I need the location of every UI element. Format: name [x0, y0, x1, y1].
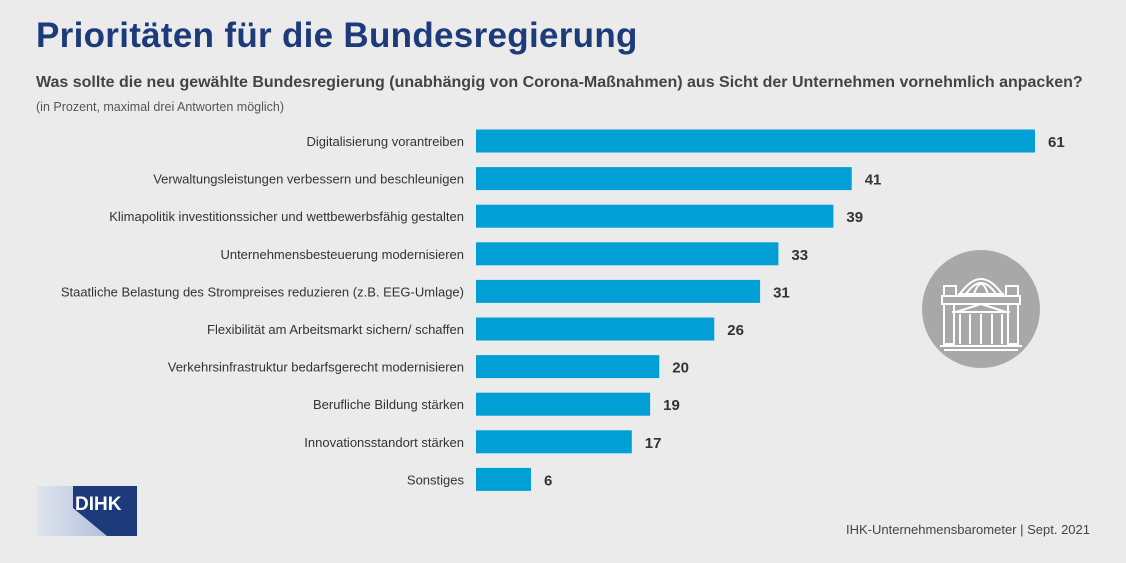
- category-label: Digitalisierung vorantreiben: [306, 134, 464, 149]
- bar-value-label: 41: [865, 172, 882, 189]
- bar: [476, 317, 715, 341]
- bar: [476, 467, 531, 491]
- chart-subtitle: Was sollte die neu gewählte Bundesregier…: [36, 74, 1083, 91]
- bar-value-label: 39: [846, 209, 863, 226]
- category-label: Berufliche Bildung stärken: [313, 397, 464, 412]
- bar-value-label: 26: [727, 322, 744, 339]
- bar-value-label: 6: [544, 472, 552, 489]
- category-label: Verwaltungsleistungen verbessern und bes…: [153, 172, 464, 187]
- bar: [476, 355, 660, 379]
- category-label: Klimapolitik investitionssicher und wett…: [109, 209, 464, 224]
- bar-value-label: 61: [1048, 134, 1065, 151]
- svg-text:DIHK: DIHK: [75, 494, 122, 515]
- bar: [476, 279, 761, 303]
- bar: [476, 242, 779, 266]
- bar: [476, 430, 632, 454]
- dihk-logo: DIHK: [37, 486, 137, 536]
- bar-value-label: 17: [645, 435, 662, 452]
- category-label: Verkehrsinfrastruktur bedarfsgerecht mod…: [168, 360, 464, 375]
- bar: [476, 204, 834, 228]
- chart-note: (in Prozent, maximal drei Antworten mögl…: [36, 100, 285, 114]
- bar: [476, 167, 852, 191]
- page-title: Prioritäten für die Bundesregierung: [36, 16, 638, 55]
- bar-value-label: 31: [773, 284, 790, 301]
- category-label: Staatliche Belastung des Strompreises re…: [61, 284, 464, 299]
- category-label: Flexibilität am Arbeitsmarkt sichern/ sc…: [207, 322, 464, 337]
- bar-value-label: 33: [791, 247, 808, 264]
- reichstag-building-icon: [922, 250, 1040, 368]
- bar: [476, 392, 651, 416]
- category-label: Unternehmensbesteuerung modernisieren: [220, 247, 464, 262]
- bar-value-label: 20: [672, 360, 689, 377]
- bar-value-label: 19: [663, 397, 680, 414]
- bar: [476, 129, 1035, 153]
- source-note: IHK-Unternehmensbarometer | Sept. 2021: [845, 522, 1090, 537]
- category-label: Sonstiges: [407, 472, 465, 487]
- category-label: Innovationsstandort stärken: [304, 435, 464, 450]
